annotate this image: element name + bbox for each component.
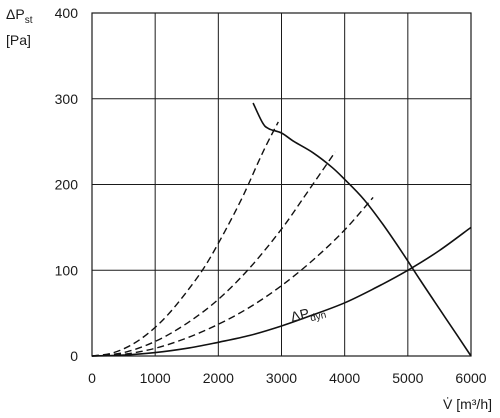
- x-tick-label: 1000: [140, 370, 171, 386]
- plot-frame: [91, 12, 472, 357]
- y-axis-label: ΔPst: [6, 6, 33, 26]
- y-tick-label: 200: [55, 177, 79, 193]
- x-tick-label: 5000: [392, 370, 423, 386]
- dynamic-pressure-annotation: ΔPdyn: [289, 301, 328, 329]
- system-curve-2: [91, 151, 336, 357]
- y-tick-label: 100: [55, 262, 79, 278]
- system-curve-1: [91, 121, 279, 357]
- grid: [91, 12, 472, 357]
- x-tick-label: 6000: [455, 370, 486, 386]
- dynamic-pressure-curve: [91, 226, 472, 357]
- y-tick-label: 0: [70, 348, 78, 364]
- y-axis-unit: [Pa]: [6, 32, 31, 48]
- tick-labels: 0 1000 2000 3000 4000 5000 6000 0 100 200 300 400: [55, 5, 487, 386]
- system-curve-3: [91, 196, 374, 357]
- y-tick-label: 400: [55, 5, 79, 21]
- x-tick-label: 0: [88, 370, 96, 386]
- y-tick-label: 300: [55, 91, 79, 107]
- x-tick-label: 4000: [329, 370, 360, 386]
- x-axis-label: V̇ [m³/h]: [443, 396, 492, 412]
- fan-curve: [252, 102, 472, 357]
- series: [91, 102, 472, 357]
- x-tick-label: 3000: [266, 370, 297, 386]
- x-tick-label: 2000: [203, 370, 234, 386]
